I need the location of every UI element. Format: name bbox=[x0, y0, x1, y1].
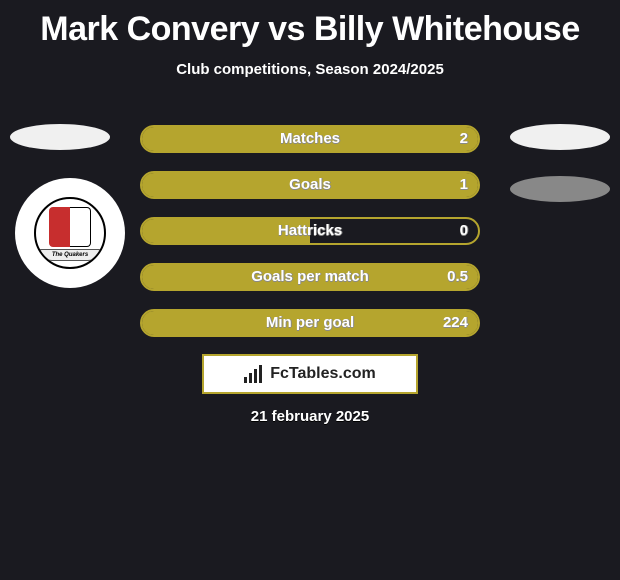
stat-label: Goals bbox=[142, 173, 478, 197]
source-logo: FcTables.com bbox=[202, 354, 418, 394]
stat-value: 224 bbox=[443, 311, 468, 335]
stat-value: 0.5 bbox=[447, 265, 468, 289]
stat-row: Goals per match0.5 bbox=[140, 263, 480, 291]
stat-value: 0 bbox=[460, 219, 468, 243]
avatar-right-placeholder-2 bbox=[510, 176, 610, 202]
subtitle: Club competitions, Season 2024/2025 bbox=[0, 61, 620, 78]
avatar-right-placeholder-1 bbox=[510, 124, 610, 150]
club-crest: The Quakers bbox=[15, 178, 125, 288]
stat-label: Goals per match bbox=[142, 265, 478, 289]
logo-text: FcTables.com bbox=[270, 365, 376, 383]
page-title: Mark Convery vs Billy Whitehouse bbox=[0, 0, 620, 49]
date-text: 21 february 2025 bbox=[0, 408, 620, 425]
stat-row: Hattricks0 bbox=[140, 217, 480, 245]
stat-row: Matches2 bbox=[140, 125, 480, 153]
avatar-left-placeholder bbox=[10, 124, 110, 150]
stat-row: Min per goal224 bbox=[140, 309, 480, 337]
stat-label: Matches bbox=[142, 127, 478, 151]
stat-value: 1 bbox=[460, 173, 468, 197]
crest-ribbon-text: The Quakers bbox=[40, 249, 100, 261]
logo-bars-icon bbox=[244, 365, 264, 383]
stat-value: 2 bbox=[460, 127, 468, 151]
stat-row: Goals1 bbox=[140, 171, 480, 199]
stat-label: Hattricks bbox=[142, 219, 478, 243]
stat-label: Min per goal bbox=[142, 311, 478, 335]
stats-list: Matches2Goals1Hattricks0Goals per match0… bbox=[140, 125, 480, 355]
